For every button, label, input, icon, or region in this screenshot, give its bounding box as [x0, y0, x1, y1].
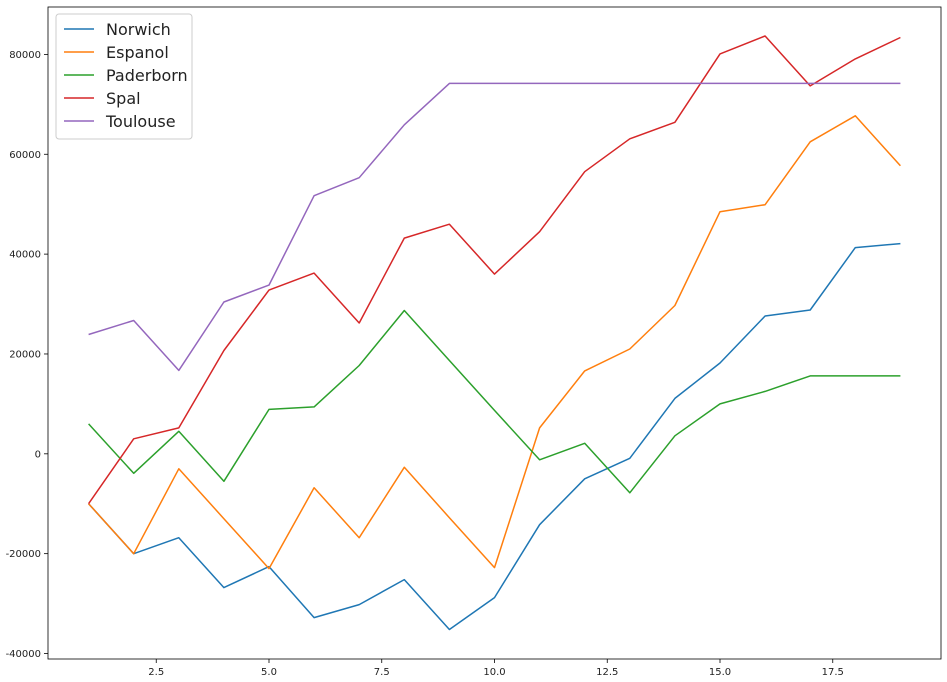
y-tick-label: 20000 [9, 349, 41, 360]
legend-label-paderborn: Paderborn [106, 66, 188, 85]
x-tick-label: 17.5 [822, 667, 844, 678]
series-line-norwich [88, 242, 901, 631]
y-tick-label: 0 [35, 449, 41, 460]
x-tick-label: 15.0 [709, 667, 731, 678]
y-tick-label: -40000 [6, 649, 41, 660]
x-tick-label: 2.5 [148, 667, 164, 678]
series-line-espanol [88, 115, 901, 570]
series-line-toulouse [88, 82, 901, 372]
series-line-paderborn [88, 309, 901, 494]
legend-label-toulouse: Toulouse [105, 112, 176, 131]
series-layer [87, 35, 901, 631]
x-tick-label: 10.0 [483, 667, 505, 678]
y-tick-label: 60000 [9, 150, 41, 161]
series-line-spal [87, 35, 901, 505]
x-tick-label: 12.5 [596, 667, 618, 678]
legend-box [55, 13, 193, 140]
y-axis: -40000 -20000 0 20000 40000 60000 80000 [6, 50, 48, 660]
legend-label-norwich: Norwich [106, 20, 171, 39]
y-tick-label: -20000 [6, 549, 41, 560]
x-tick-label: 7.5 [374, 667, 390, 678]
y-tick-label: 80000 [9, 50, 41, 61]
x-tick-label: 5.0 [261, 667, 277, 678]
legend-label-espanol: Espanol [106, 43, 169, 62]
legend: Norwich Espanol Paderborn Spal Toulouse [55, 13, 193, 140]
y-tick-label: 40000 [9, 250, 41, 261]
legend-label-spal: Spal [106, 89, 141, 108]
x-axis: 2.5 5.0 7.5 10.0 12.5 15.0 17.5 [148, 659, 844, 678]
